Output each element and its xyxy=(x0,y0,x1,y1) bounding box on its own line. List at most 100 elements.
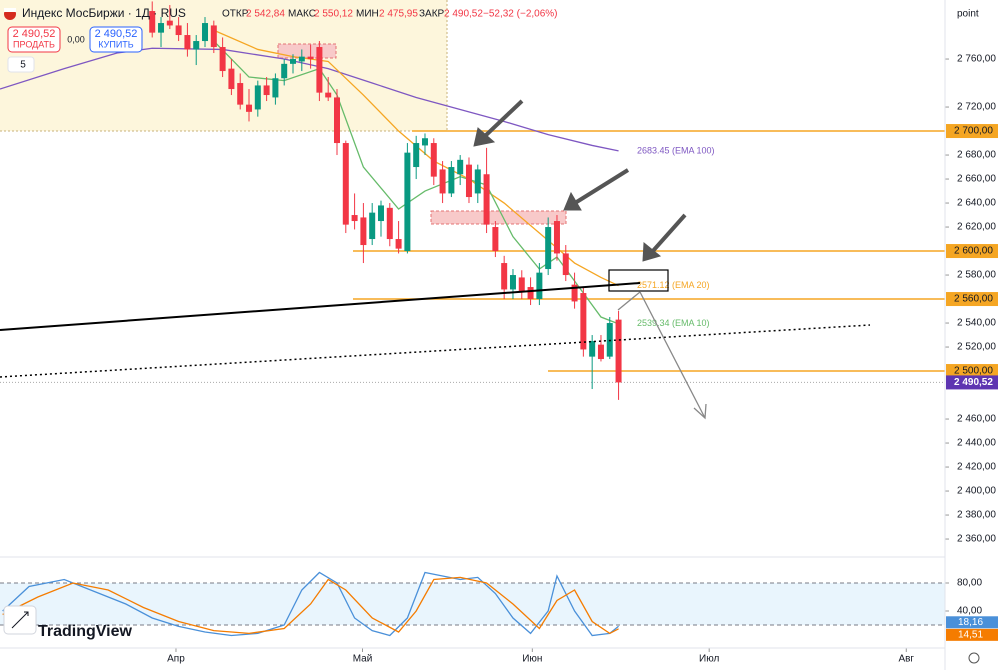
candle-body xyxy=(166,20,173,26)
candle-body xyxy=(254,85,261,110)
candle-body xyxy=(589,341,596,357)
settings-icon[interactable] xyxy=(968,652,980,664)
indicators-toggle[interactable] xyxy=(7,56,35,73)
flag-icon xyxy=(4,8,16,12)
last-price-label: 2 490,52 xyxy=(954,377,993,388)
candle-body xyxy=(263,85,270,96)
arrow-head xyxy=(642,241,662,262)
candle-body xyxy=(351,215,358,222)
brand: TradingView xyxy=(38,623,133,640)
candle-body xyxy=(237,83,244,105)
arrow-head xyxy=(473,127,496,147)
candle-body xyxy=(545,227,552,270)
indicator-label: 2539.34 (EMA 10) xyxy=(637,318,710,328)
y-tick-label: 2 660,00 xyxy=(957,174,996,185)
y-tick-label: 40,00 xyxy=(957,606,982,617)
candle-body xyxy=(483,174,490,225)
change: −52,32 (−2,06%) xyxy=(483,9,558,20)
candle-body xyxy=(333,97,340,144)
level-badge xyxy=(946,364,998,379)
candle-body xyxy=(395,239,402,249)
spread: 0,00 xyxy=(67,34,85,44)
buy-button[interactable] xyxy=(89,26,143,53)
y-tick-label: 80,00 xyxy=(957,578,982,589)
x-tick-label: Июл xyxy=(699,654,719,665)
high-label: МАКС xyxy=(288,9,316,20)
projection-head xyxy=(693,403,707,420)
y-tick-label: 2 620,00 xyxy=(957,222,996,233)
candle-body xyxy=(290,59,297,64)
candle-body xyxy=(430,143,437,177)
buy-price: 2 490,52 xyxy=(95,28,138,40)
candle-body xyxy=(377,205,384,222)
level-badge xyxy=(946,292,998,307)
candle-body xyxy=(553,221,560,254)
scale-mode[interactable]: point xyxy=(957,9,979,20)
sell-price: 2 490,52 xyxy=(13,28,56,40)
candle-body xyxy=(175,25,182,36)
level-label: 2 500,00 xyxy=(954,366,993,377)
value-badge xyxy=(946,616,998,629)
sell-button[interactable] xyxy=(7,26,61,53)
candle-body xyxy=(369,212,376,240)
low-label: МИН xyxy=(356,9,379,20)
y-tick-label: 2 760,00 xyxy=(957,54,996,65)
y-tick-label: 2 380,00 xyxy=(957,510,996,521)
value-badge-label: 14,51 xyxy=(958,629,983,640)
close: 2 490,52 xyxy=(444,9,483,20)
candle-body xyxy=(474,169,481,194)
level-label: 2 700,00 xyxy=(954,126,993,137)
candle-body xyxy=(193,41,200,50)
arrow xyxy=(650,213,687,254)
x-tick-label: Май xyxy=(353,654,373,665)
candle-body xyxy=(298,56,305,62)
candle-body xyxy=(597,344,604,360)
band-fill xyxy=(0,583,945,625)
x-tick-label: Авг xyxy=(898,654,914,665)
arrows xyxy=(473,99,687,262)
arrow xyxy=(482,99,524,139)
buy-label: КУПИТЬ xyxy=(98,39,133,49)
candle-body xyxy=(281,63,288,79)
resistance-box xyxy=(430,210,567,225)
x-tick-label: Апр xyxy=(167,654,185,665)
y-tick-label: 2 460,00 xyxy=(957,414,996,425)
projection-path xyxy=(617,290,706,419)
candle-body xyxy=(439,169,446,194)
candle-body xyxy=(404,152,411,252)
candle-body xyxy=(360,217,367,246)
y-tick-label: 2 420,00 xyxy=(957,462,996,473)
y-tick-label: 2 680,00 xyxy=(957,150,996,161)
candle-body xyxy=(448,167,455,194)
candle-body xyxy=(386,207,393,240)
candle-body xyxy=(325,92,332,98)
candle-body xyxy=(421,138,428,146)
draw-icon xyxy=(11,611,29,629)
candle-body xyxy=(316,47,323,93)
candle-body xyxy=(210,25,217,48)
y-tick-label: 2 440,00 xyxy=(957,438,996,449)
level-badge xyxy=(946,244,998,259)
arrow xyxy=(573,168,630,205)
open: 2 542,84 xyxy=(246,9,285,20)
candle-body xyxy=(527,287,534,300)
y-tick-label: 2 640,00 xyxy=(957,198,996,209)
candle-body xyxy=(518,277,525,292)
candle-body xyxy=(413,143,420,168)
candle-body xyxy=(501,263,508,290)
candle-body xyxy=(307,56,314,60)
candle-body xyxy=(342,143,349,225)
symbol[interactable]: Индекс МосБиржи · 1Д · RUS xyxy=(22,6,186,20)
trend-line-dotted xyxy=(0,324,871,378)
open-label: ОТКР xyxy=(222,9,249,20)
x-tick-label: Июн xyxy=(522,654,542,665)
candle-body xyxy=(219,47,226,72)
indicator-line xyxy=(2,571,619,637)
indicator-label: 2571.12 (EMA 20) xyxy=(637,280,710,290)
y-tick-label: 2 360,00 xyxy=(957,534,996,545)
low: 2 475,95 xyxy=(379,9,418,20)
candle-body xyxy=(228,68,235,90)
